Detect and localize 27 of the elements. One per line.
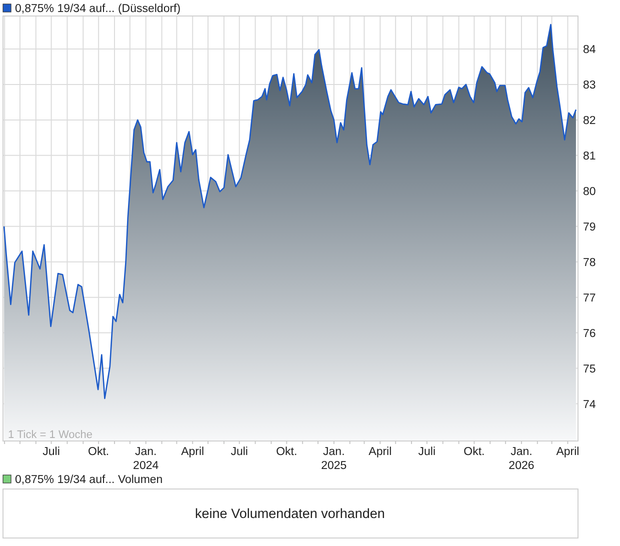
x-tick-label: Okt. (276, 446, 298, 458)
y-tick-label: 79 (583, 221, 596, 234)
y-tick-label: 84 (583, 44, 596, 56)
x-tick-label: Okt. (88, 446, 110, 458)
y-tick-label: 77 (583, 292, 596, 304)
y-tick-label: 78 (583, 256, 596, 269)
text: keine Volumendaten vorhanden (195, 506, 385, 521)
x-tick-label: Juli (42, 446, 60, 458)
y-tick-label: 75 (583, 363, 596, 376)
y-tick-label: 80 (583, 186, 596, 198)
y-tick-label: 81 (583, 150, 596, 162)
x-tick-label: Okt. (464, 446, 485, 458)
text: 0,875% 19/34 auf... Volumen (15, 474, 163, 486)
x-tick-label: Juli (418, 446, 436, 458)
x-tick-label: April (556, 446, 580, 458)
x-tick-label: April (181, 446, 204, 458)
x-tick-label: Jan. 2024 (133, 446, 160, 472)
annotation: 1 Tick = 1 Woche (8, 429, 92, 441)
y-tick-label: 83 (583, 79, 596, 92)
x-tick-label: Juli (230, 446, 248, 458)
y-tick-label: 74 (583, 398, 596, 411)
x-tick-label: April (368, 446, 392, 458)
y-tick-label: 82 (583, 114, 596, 127)
x-tick-label: Jan. 2025 (321, 446, 347, 472)
y-tick-label: 76 (583, 328, 596, 340)
legend-label: 0,875% 19/34 auf... (Düsseldorf) (15, 3, 181, 15)
x-tick-label: Jan. 2026 (508, 446, 534, 472)
